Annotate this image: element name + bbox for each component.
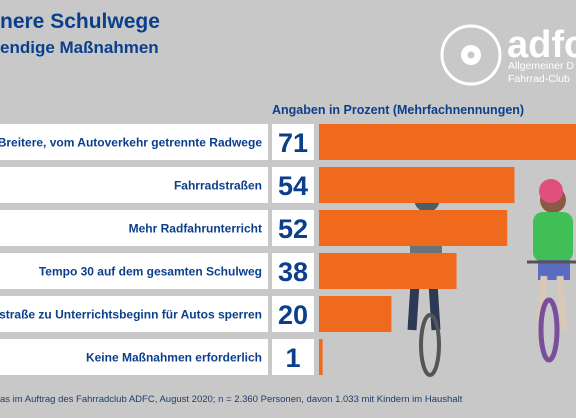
logo-tagline-1: Allgemeiner D [508,60,574,72]
value-label-box [272,124,314,160]
bar [319,253,457,289]
axis-note: Angaben in Prozent (Mehrfachnennungen) [272,103,525,117]
value-label-box [272,167,314,203]
category-label: Keine Maßnahmen erforderlich [86,351,262,365]
value-label-box [272,296,314,332]
bar [319,296,392,332]
bar [319,339,323,375]
bar [319,167,515,203]
data-label: 54 [278,171,308,201]
value-label-box [272,339,314,375]
data-label: 20 [278,300,308,330]
logo-wordmark: adfc [507,24,576,66]
data-label: 52 [278,214,308,244]
category-label-box [0,167,268,203]
adfc-logo-icon [440,24,502,86]
value-label-box [272,210,314,246]
category-label-box [0,210,268,246]
bar [319,124,576,160]
bar [319,210,508,246]
category-label-box [0,124,268,160]
page-subtitle: endige Maßnahmen [0,38,159,57]
source-note: as im Auftrag des Fahrradclub ADFC, Augu… [0,394,463,405]
category-label-box [0,339,268,375]
category-label: Breitere, vom Autoverkehr getrennte Radw… [0,136,262,150]
cyclist-girl-illustration [527,179,576,363]
category-label: Tempo 30 auf dem gesamten Schulweg [39,265,262,279]
logo-tagline-2: Fahrrad-Club [508,73,570,85]
category-label: Mehr Radfahrunterricht [129,222,262,236]
data-label: 1 [285,343,300,373]
data-label: 71 [278,128,308,158]
category-label-box [0,296,268,332]
category-label: Fahrradstraßen [174,179,262,193]
category-label: Schulstraße zu Unterrichtsbeginn für Aut… [0,308,262,322]
data-label: 38 [278,257,308,287]
value-label-box [272,253,314,289]
page-title: nere Schulwege [0,10,160,33]
category-label-box [0,253,268,289]
